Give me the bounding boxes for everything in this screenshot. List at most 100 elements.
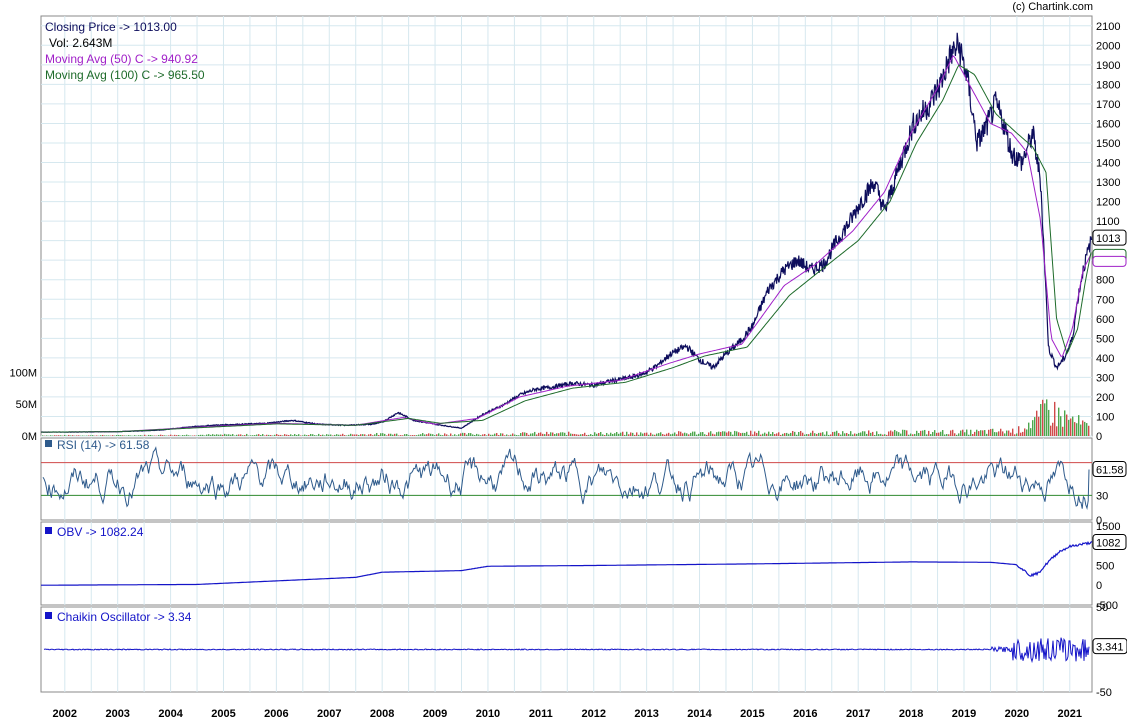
volume-bar [882,434,884,436]
volume-bar [124,435,126,436]
volume-bar [518,435,520,436]
obv-line [41,540,1093,586]
volume-bar [82,435,84,436]
volume-bar [804,434,806,436]
volume-bar [790,432,792,436]
volume-bar [654,434,656,436]
volume-bar [376,432,378,436]
volume-bar [108,435,110,436]
x-axis-label: 2016 [793,708,817,720]
rsi-label: RSI (14) -> 61.58 [57,438,150,452]
volume-bar [988,429,990,436]
volume-bar [356,434,358,436]
volume-bar [480,435,482,436]
volume-bar [784,433,786,436]
volume-bar [706,434,708,436]
volume-bar [78,435,80,436]
volume-bar [704,434,706,436]
volume-bar [582,434,584,436]
volume-bar [328,434,330,436]
credit-label: (c) Chartink.com [1012,1,1093,13]
volume-bar [402,435,404,436]
volume-bar [690,432,692,436]
volume-bar [538,432,540,436]
price-panel [40,15,1093,437]
volume-bar [638,434,640,436]
chaikin-tick-50: 50 [1096,602,1108,614]
volume-bar [288,435,290,436]
volume-bar [1040,404,1042,436]
volume-bar [940,431,942,436]
volume-bar [942,430,944,436]
volume-bar [618,433,620,436]
volume-bar [632,432,634,436]
volume-bar [692,431,694,436]
chaikin-label: Chaikin Oscillator -> 3.34 [57,610,192,624]
price-tick-label: 1900 [1096,60,1120,72]
volume-bar [318,433,320,436]
volume-bar [740,433,742,436]
volume-bar [630,432,632,436]
volume-bar [832,431,834,436]
volume-bar [786,432,788,436]
volume-bar [104,435,106,436]
volume-bar [928,430,930,436]
volume-bar [488,433,490,436]
volume-bar [76,435,78,436]
volume-bar [274,434,276,436]
price-tick-label: 800 [1096,275,1114,287]
volume-bar [528,434,530,436]
volume-bar [466,434,468,436]
volume-bar [672,433,674,436]
volume-bar [820,432,822,436]
volume-bar [368,434,370,436]
volume-bar [866,433,868,436]
volume-bar [984,430,986,436]
volume-bar [416,435,418,436]
volume-bar [674,432,676,436]
volume-bar [400,435,402,436]
volume-bar [278,434,280,436]
x-axis-label: 2010 [476,708,500,720]
volume-bar [872,431,874,436]
volume-bar [472,434,474,436]
volume-bar [800,430,802,436]
volume-bar [200,434,202,436]
volume-bar [558,433,560,436]
volume-bar [960,430,962,436]
volume-bar [1084,421,1086,436]
price-tick-label: 2000 [1096,40,1120,52]
volume-bar [524,432,526,436]
volume-bar [438,433,440,436]
volume-bar [536,434,538,436]
x-axis-label: 2002 [53,708,77,720]
volume-bar [926,434,928,436]
volume-bar [210,434,212,436]
volume-bar [92,435,94,436]
volume-bar [862,431,864,436]
volume-bar [478,434,480,436]
volume-bar [512,433,514,436]
volume-bar [68,434,70,436]
x-axis-label: 2018 [899,708,923,720]
volume-bar [222,434,224,436]
volume-bar [944,434,946,436]
volume-bar [746,431,748,436]
volume-bar [902,429,904,436]
volume-bar [440,434,442,436]
x-axis-label: 2021 [1058,708,1082,720]
volume-bar [348,434,350,436]
volume-bar [112,435,114,436]
volume-bar [892,431,894,436]
volume-bar [448,435,450,436]
volume-bar [842,431,844,436]
volume-bar [364,434,366,436]
volume-bar [696,434,698,436]
volume-bar [134,435,136,436]
x-axis-label: 2004 [158,708,183,720]
volume-bar [330,434,332,436]
volume-bar [1028,422,1030,436]
volume-bar [120,435,122,436]
volume-bar [476,433,478,436]
volume-bar [670,434,672,436]
